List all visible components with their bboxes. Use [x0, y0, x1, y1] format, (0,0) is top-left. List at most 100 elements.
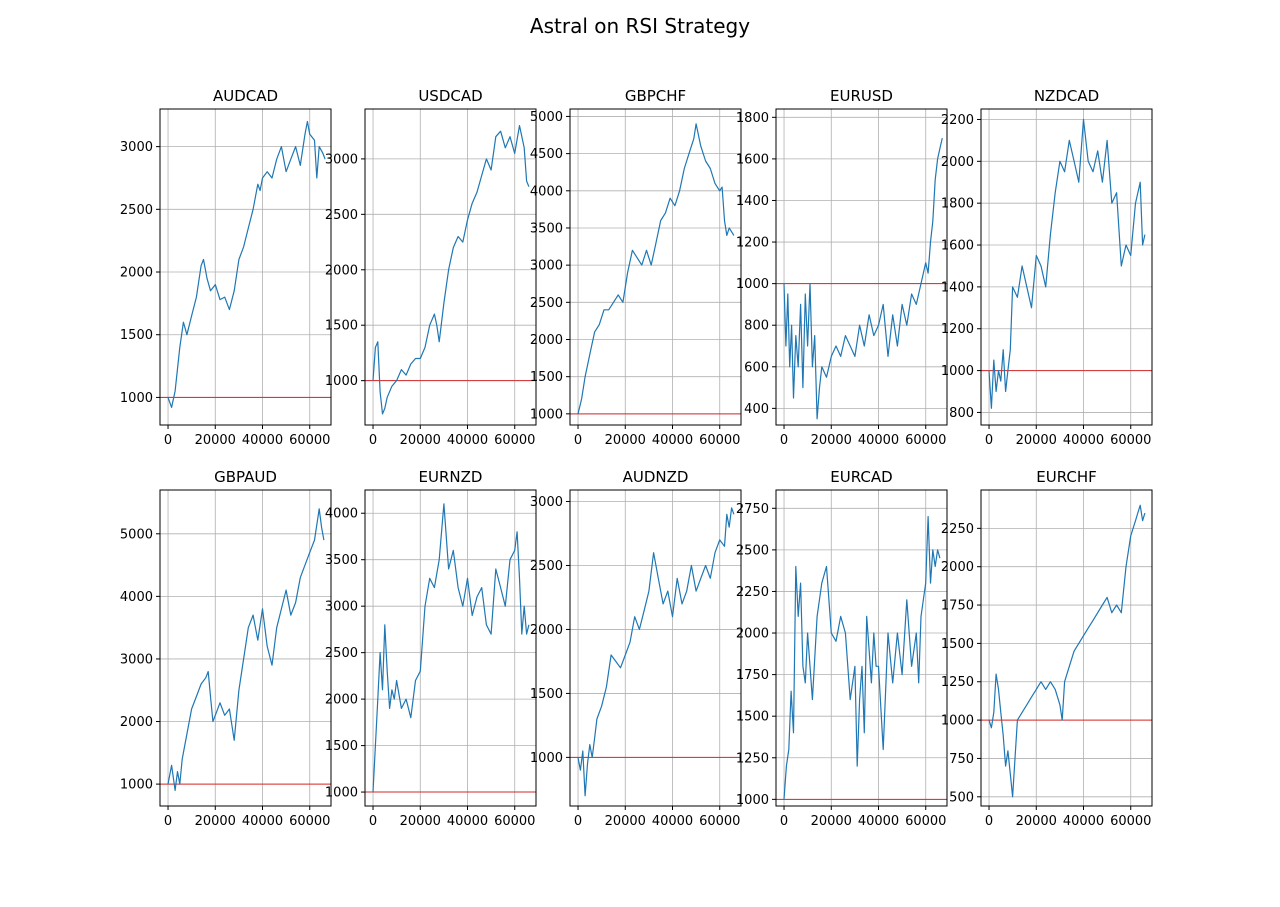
y-tick-label: 500: [949, 790, 974, 805]
y-tick-label: 2000: [736, 627, 769, 642]
x-tick-label: 40000: [242, 433, 283, 448]
subplot-title: EURCAD: [830, 468, 892, 486]
figure-title: Astral on RSI Strategy: [529, 14, 751, 38]
series-line: [577, 123, 735, 414]
y-tick-label: 1600: [736, 152, 769, 167]
y-tick-label: 1000: [941, 364, 974, 379]
y-tick-label: 1500: [120, 328, 153, 343]
y-tick-label: 4000: [530, 184, 563, 199]
x-tick-label: 20000: [1016, 814, 1057, 829]
y-tick-label: 800: [744, 319, 769, 334]
axes-frame: [775, 108, 948, 426]
series-line: [783, 137, 943, 420]
x-tick-label: 20000: [400, 814, 441, 829]
x-tick-label: 0: [574, 433, 582, 448]
y-tick-label: 1500: [530, 370, 563, 385]
y-tick-label: 1750: [941, 599, 974, 614]
subplot-usdcad: 0 20000 40000 60000 1000 1500 2000 2500 3000 USDC…: [325, 87, 537, 448]
y-tick-label: 1750: [736, 668, 769, 683]
y-tick-label: 1400: [736, 194, 769, 209]
y-tick-label: 2000: [941, 560, 974, 575]
y-tick-label: 2500: [736, 543, 769, 558]
y-tick-label: 5000: [530, 110, 563, 125]
subplot-title: NZDCAD: [1034, 87, 1099, 105]
x-tick-label: 40000: [1063, 433, 1104, 448]
subplot-eurusd: 0 20000 40000 60000 400 600 800 1000 1200 1400 160…: [736, 87, 948, 448]
y-tick-label: 1500: [325, 739, 358, 754]
y-tick-label: 600: [744, 360, 769, 375]
y-tick-label: 2200: [941, 113, 974, 128]
y-tick-label: 2000: [530, 623, 563, 638]
x-tick-label: 20000: [400, 433, 441, 448]
y-tick-label: 2000: [120, 266, 153, 281]
x-tick-label: 20000: [195, 814, 236, 829]
x-tick-label: 60000: [905, 433, 946, 448]
series-line: [167, 120, 326, 408]
y-tick-label: 1000: [736, 277, 769, 292]
x-tick-label: 0: [369, 814, 377, 829]
y-tick-label: 1250: [736, 751, 769, 766]
series-line: [988, 118, 1146, 409]
subplot-title: AUDCAD: [213, 87, 278, 105]
y-tick-label: 1500: [530, 687, 563, 702]
x-tick-label: 60000: [494, 433, 535, 448]
x-tick-label: 60000: [289, 814, 330, 829]
y-tick-label: 400: [744, 402, 769, 417]
y-tick-label: 2250: [736, 585, 769, 600]
axes-frame: [364, 489, 537, 807]
x-tick-label: 0: [164, 433, 172, 448]
x-tick-label: 20000: [605, 814, 646, 829]
x-tick-label: 60000: [699, 433, 740, 448]
y-tick-label: 1250: [941, 675, 974, 690]
y-tick-label: 3000: [325, 600, 358, 615]
y-tick-label: 1600: [941, 239, 974, 254]
axes-frame: [980, 489, 1153, 807]
x-tick-label: 60000: [905, 814, 946, 829]
series-line: [372, 503, 530, 793]
x-tick-label: 40000: [447, 433, 488, 448]
x-tick-label: 60000: [699, 814, 740, 829]
axes-frame: [159, 489, 332, 807]
x-tick-label: 60000: [289, 433, 330, 448]
y-tick-label: 2000: [530, 333, 563, 348]
subplot-title: GBPAUD: [214, 468, 277, 486]
x-tick-label: 20000: [605, 433, 646, 448]
subplot-audnzd: 0 20000 40000 60000 1000 1500 2000 2500 3000 AUDN…: [530, 468, 742, 829]
y-tick-label: 1800: [736, 111, 769, 126]
y-tick-label: 4000: [325, 507, 358, 522]
y-tick-label: 1000: [530, 407, 563, 422]
y-tick-label: 1000: [941, 714, 974, 729]
subplot-title: EURCHF: [1036, 468, 1097, 486]
y-tick-label: 2000: [325, 263, 358, 278]
y-tick-label: 2250: [941, 522, 974, 537]
x-tick-label: 0: [985, 814, 993, 829]
y-tick-label: 4500: [530, 147, 563, 162]
axes-frame: [364, 108, 537, 426]
y-tick-label: 2000: [325, 693, 358, 708]
x-tick-label: 40000: [858, 433, 899, 448]
x-tick-label: 0: [574, 814, 582, 829]
series-line: [783, 516, 941, 800]
axes-frame: [159, 108, 332, 426]
y-tick-label: 3000: [325, 152, 358, 167]
x-tick-label: 0: [164, 814, 172, 829]
y-tick-label: 1500: [736, 710, 769, 725]
x-tick-label: 0: [985, 433, 993, 448]
y-tick-label: 3000: [120, 140, 153, 155]
subplot-gbpchf: 0 20000 40000 60000 1000 1500 2000 2500 3000 3500…: [530, 87, 742, 448]
series-line: [577, 507, 735, 797]
subplot-title: EURUSD: [830, 87, 893, 105]
subplot-title: GBPCHF: [625, 87, 686, 105]
axes-frame: [569, 489, 742, 807]
x-tick-label: 20000: [195, 433, 236, 448]
x-tick-label: 40000: [652, 433, 693, 448]
y-tick-label: 2750: [736, 502, 769, 517]
y-tick-label: 1000: [530, 751, 563, 766]
y-tick-label: 1800: [941, 197, 974, 212]
series-line: [988, 504, 1146, 798]
y-tick-label: 1500: [941, 637, 974, 652]
y-tick-label: 1000: [325, 786, 358, 801]
x-tick-label: 20000: [811, 433, 852, 448]
y-tick-label: 1000: [736, 793, 769, 808]
